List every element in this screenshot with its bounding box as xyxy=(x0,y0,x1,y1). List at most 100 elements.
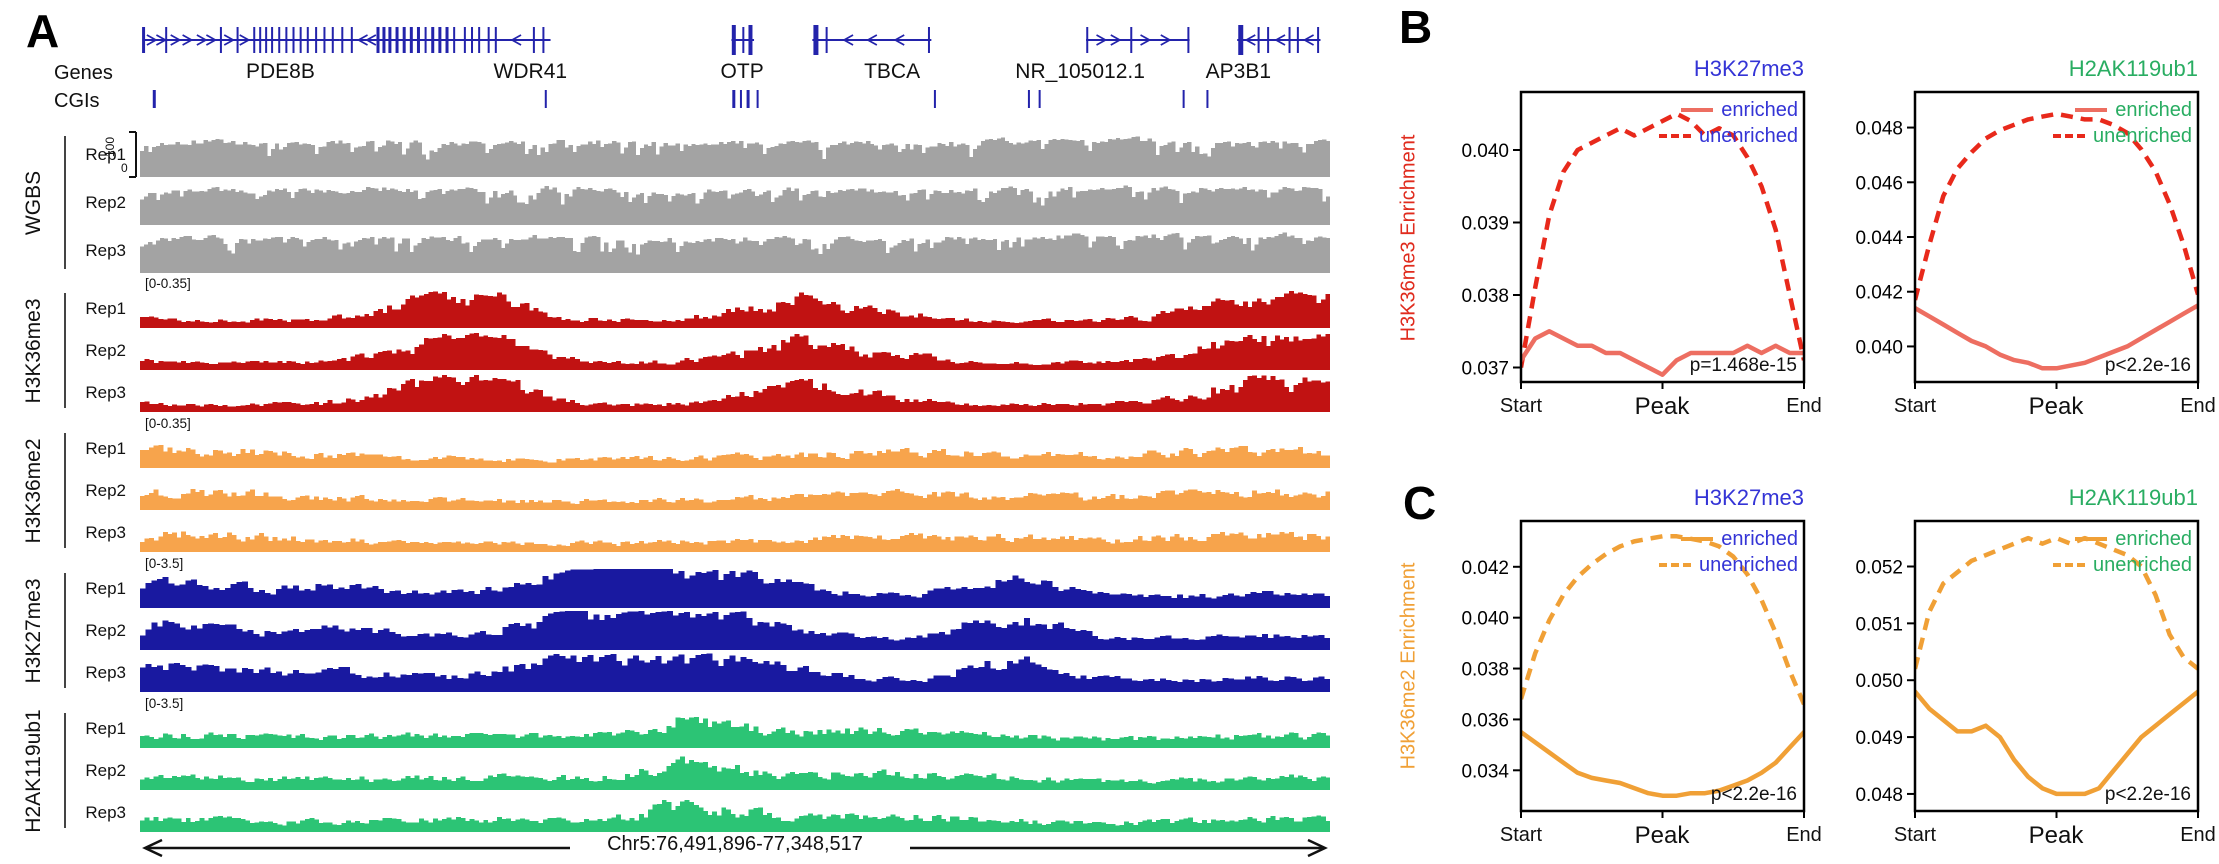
genes-row-label: Genes xyxy=(54,62,113,84)
rep-label-h3k36me3-rep3: Rep3 xyxy=(85,382,126,402)
rep-label-wgbs-rep1: Rep1 xyxy=(85,144,126,164)
svg-text:0.039: 0.039 xyxy=(1461,214,1509,235)
p-value: p<2.2e-16 xyxy=(2104,784,2191,805)
line-chart: 0.037 0.038 0.039 0.040 xyxy=(1461,90,1806,389)
cgi-track xyxy=(152,90,1209,108)
svg-text:0.038: 0.038 xyxy=(1461,286,1509,307)
plot-c-h3k27me3: H3K27me3 0.034 0.036 0.038 0.040 0.042 enric… xyxy=(1461,483,1821,858)
plot-legend: enriched unenriched xyxy=(2053,529,2192,581)
legend-item-enriched: enriched xyxy=(2053,529,2192,549)
signal-track-h2ak119ub1-rep1 xyxy=(140,716,1330,748)
scale-label-h3k27me3: [0-3.5] xyxy=(145,556,184,571)
svg-text:0.036: 0.036 xyxy=(1461,710,1509,731)
signal-tracks: Rep1 Rep2 Rep3 WGBS 100 0 [0-0.35] Rep1 Rep2 Rep3… xyxy=(22,131,1330,832)
rep-label-h3k36me3-rep2: Rep2 xyxy=(85,340,126,360)
group-label-h3k36me3: H3K36me3 xyxy=(22,297,45,404)
legend-item-enriched: enriched xyxy=(1659,529,1798,549)
group-label-h3k36me2: H3K36me2 xyxy=(22,437,45,544)
plot-title: H3K27me3 xyxy=(1693,485,1804,510)
plot-c-h2ak119ub1: H2AK119ub1 0.048 0.049 0.050 0.051 0.052 enr… xyxy=(1855,483,2215,858)
gene-label-otp: OTP xyxy=(720,60,764,83)
rep-label-h2ak119ub1-rep2: Rep2 xyxy=(85,760,126,780)
x-tick-peak: Peak xyxy=(2028,822,2084,849)
panel-c-y-axis-label: H3K36me2 Enrichment xyxy=(1397,562,1420,770)
rep-label-wgbs-rep2: Rep2 xyxy=(85,192,126,212)
legend-solid-line-icon xyxy=(1681,108,1714,112)
line-chart: 0.048 0.049 0.050 0.051 0.052 xyxy=(1855,519,2200,818)
signal-track-h3k36me3-rep1 xyxy=(140,290,1330,328)
group-bracket xyxy=(64,293,66,408)
group-label-wgbs: WGBS xyxy=(22,170,45,235)
signal-track-wgbs-rep1 xyxy=(140,136,1330,177)
legend-solid-line-icon xyxy=(2075,537,2108,541)
x-tick-peak: Peak xyxy=(1634,393,1690,420)
svg-text:0.046: 0.046 xyxy=(1855,173,1903,194)
svg-text:0.040: 0.040 xyxy=(1461,141,1509,162)
svg-text:0.038: 0.038 xyxy=(1461,660,1509,681)
x-tick-start: Start xyxy=(1893,395,1937,417)
gene-label-ap3b1: AP3B1 xyxy=(1205,60,1272,83)
plot-legend: enriched unenriched xyxy=(1659,529,1798,581)
wgbs-axis-tick-top xyxy=(129,131,136,133)
group-bracket xyxy=(64,136,66,269)
legend-dashed-line-icon xyxy=(2053,563,2086,567)
x-tick-start: Start xyxy=(1499,824,1543,846)
legend-item-enriched: enriched xyxy=(1659,100,1798,120)
p-value: p<2.2e-16 xyxy=(1710,784,1797,805)
signal-track-h3k36me2-rep3 xyxy=(140,531,1330,552)
legend-solid-line-icon xyxy=(1681,537,1714,541)
rep-label-h3k36me3-rep1: Rep1 xyxy=(85,298,126,318)
svg-text:0.040: 0.040 xyxy=(1855,337,1903,358)
legend-dashed-line-icon xyxy=(1659,563,1692,567)
plot-legend: enriched unenriched xyxy=(1659,100,1798,152)
plot-b-h2ak119ub1: H2AK119ub1 0.040 0.042 0.044 0.046 0.048 enr… xyxy=(1855,54,2215,429)
legend-item-unenriched: unenriched xyxy=(2053,555,2192,575)
scale-label-h3k36me2: [0-0.35] xyxy=(145,416,191,431)
svg-text:0.048: 0.048 xyxy=(1855,119,1903,140)
signal-track-h2ak119ub1-rep3 xyxy=(140,799,1330,832)
svg-text:0.034: 0.034 xyxy=(1461,761,1509,782)
svg-text:0.048: 0.048 xyxy=(1855,785,1903,806)
panel-a-genome-browser: A Genes CGIs PDE8B WDR41 OTP TBCA NR_105012.… xyxy=(22,5,1330,858)
rep-label-h3k27me3-rep2: Rep2 xyxy=(85,620,126,640)
axis-arrow xyxy=(142,838,1328,858)
x-tick-end: End xyxy=(1786,395,1822,417)
signal-track-wgbs-rep3 xyxy=(140,232,1330,273)
axis-label: Chr5:76,491,896-77,348,517 xyxy=(607,833,863,855)
wgbs-scale-bottom: 0 xyxy=(121,161,128,175)
x-tick-peak: Peak xyxy=(1634,822,1690,849)
cgis-row-label: CGIs xyxy=(54,90,100,112)
rep-label-h3k36me2-rep1: Rep1 xyxy=(85,438,126,458)
gene-labels-row: PDE8B WDR41 OTP TBCA NR_105012.1 AP3B1 xyxy=(140,60,1330,86)
signal-track-h3k27me3-rep2 xyxy=(140,611,1330,650)
scale-label-h3k36me3: [0-0.35] xyxy=(145,276,191,291)
svg-text:0.051: 0.051 xyxy=(1855,614,1903,635)
line-chart: 0.040 0.042 0.044 0.046 0.048 xyxy=(1855,90,2200,389)
gene-models-track xyxy=(142,25,1321,55)
svg-text:0.044: 0.044 xyxy=(1855,228,1903,249)
scale-label-h2ak119ub1: [0-3.5] xyxy=(145,696,184,711)
signal-track-wgbs-rep2 xyxy=(140,185,1330,225)
x-tick-end: End xyxy=(2180,395,2216,417)
signal-track-h3k27me3-rep3 xyxy=(140,653,1330,692)
legend-dashed-line-icon xyxy=(1659,134,1692,138)
gene-label-pde8b: PDE8B xyxy=(245,60,315,83)
svg-text:0.040: 0.040 xyxy=(1461,609,1509,630)
group-bracket xyxy=(64,713,66,828)
legend-item-enriched: enriched xyxy=(2053,100,2192,120)
rep-label-h2ak119ub1-rep3: Rep3 xyxy=(85,802,126,822)
signal-track-h3k36me3-rep3 xyxy=(140,374,1330,412)
group-label-h3k27me3: H3K27me3 xyxy=(22,577,45,684)
plot-title: H2AK119ub1 xyxy=(2068,56,2198,81)
legend-dashed-line-icon xyxy=(2053,134,2086,138)
x-tick-end: End xyxy=(2180,824,2216,846)
panel-a-label: A xyxy=(26,5,60,57)
rep-label-h3k36me2-rep3: Rep3 xyxy=(85,522,126,542)
svg-text:0.042: 0.042 xyxy=(1855,283,1903,304)
x-tick-start: Start xyxy=(1499,395,1543,417)
panel-b-y-axis-label: H3K36me3 Enrichment xyxy=(1397,134,1420,342)
wgbs-axis-tick-bottom xyxy=(129,176,136,178)
x-tick-start: Start xyxy=(1893,824,1937,846)
panel-b-label: B xyxy=(1399,1,1433,53)
